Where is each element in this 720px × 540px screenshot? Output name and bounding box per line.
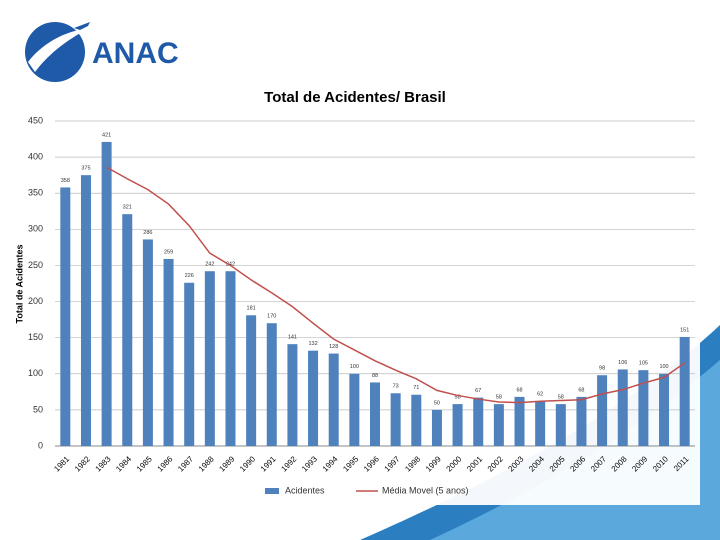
data-label: 375	[81, 166, 90, 172]
bar	[452, 404, 463, 446]
data-label: 226	[185, 273, 194, 279]
data-label: 141	[288, 335, 297, 341]
bar	[370, 382, 380, 446]
data-label: 181	[247, 306, 256, 312]
y-tick-label: 0	[38, 440, 43, 450]
bar	[390, 393, 401, 446]
bar	[163, 258, 174, 446]
y-tick-label: 450	[28, 115, 43, 125]
data-label: 58	[558, 395, 564, 401]
data-label: 321	[123, 205, 132, 211]
data-label: 259	[164, 249, 173, 255]
data-label: 50	[434, 400, 440, 406]
bar	[659, 373, 670, 446]
bar	[638, 370, 649, 446]
bar	[617, 369, 628, 446]
moving-average-line	[106, 166, 686, 404]
bar	[597, 375, 608, 446]
data-label: 58	[496, 395, 502, 401]
data-label: 68	[578, 387, 584, 393]
bar	[493, 404, 504, 446]
data-label: 98	[599, 366, 605, 372]
data-label: 62	[537, 392, 543, 398]
data-label: 151	[680, 327, 689, 333]
bar	[204, 271, 215, 446]
logo-text: ANAC	[92, 37, 179, 70]
data-label: 128	[329, 344, 338, 350]
logo-plane	[74, 22, 90, 30]
bar	[411, 394, 422, 446]
bar	[246, 315, 257, 446]
data-label: 421	[102, 132, 111, 138]
legend-label: Média Movel (5 anos)	[382, 485, 469, 495]
bar	[555, 404, 566, 446]
chart-title: Total de Acidentes/ Brasil	[264, 89, 446, 106]
bar	[122, 214, 133, 446]
bar	[80, 175, 91, 446]
logo-swoosh	[28, 28, 90, 72]
data-label: 170	[267, 314, 276, 320]
logo: ANAC	[25, 22, 179, 82]
y-tick-label: 250	[28, 260, 43, 270]
bar	[287, 344, 298, 446]
data-label: 106	[618, 360, 627, 366]
legend-swatch	[265, 488, 279, 494]
bar	[431, 409, 442, 446]
bar	[60, 187, 71, 446]
bar	[473, 397, 484, 446]
data-label: 286	[143, 230, 152, 236]
data-label: 73	[393, 384, 399, 390]
bar	[514, 396, 525, 446]
data-label: 71	[413, 385, 419, 391]
y-tick-label: 400	[28, 151, 43, 161]
y-tick-label: 350	[28, 188, 43, 198]
data-label: 132	[308, 341, 317, 347]
data-label: 67	[475, 388, 481, 394]
bar	[184, 282, 195, 446]
bar	[535, 401, 546, 446]
y-tick-label: 150	[28, 332, 43, 342]
bar	[679, 336, 690, 446]
bar	[266, 323, 277, 446]
bar	[142, 239, 153, 446]
bar	[576, 396, 587, 446]
data-label: 68	[516, 387, 522, 393]
data-label: 100	[659, 364, 668, 370]
bar	[225, 271, 236, 446]
data-label: 358	[61, 178, 70, 184]
y-axis-label: Total de Acidentes	[14, 244, 24, 323]
data-label: 105	[639, 361, 648, 367]
bar	[328, 353, 339, 446]
data-label: 58	[455, 395, 461, 401]
y-tick-label: 300	[28, 224, 43, 234]
bar	[349, 373, 360, 446]
y-tick-label: 100	[28, 368, 43, 378]
y-tick-label: 50	[33, 404, 43, 414]
bar	[308, 350, 319, 446]
bar	[101, 141, 112, 446]
y-tick-label: 200	[28, 296, 43, 306]
data-label: 100	[350, 364, 359, 370]
data-label: 88	[372, 373, 378, 379]
data-label: 242	[205, 262, 214, 268]
legend-label: Acidentes	[285, 485, 325, 495]
